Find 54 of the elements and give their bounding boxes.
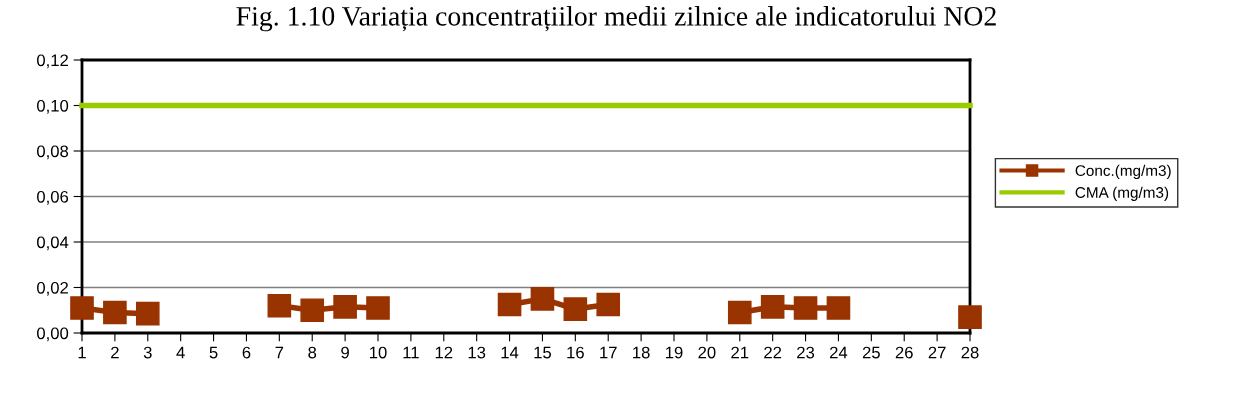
x-tick-label: 12 [435, 346, 453, 359]
point [530, 287, 555, 311]
y-tick-label: 0,12 [37, 54, 68, 69]
x-tick-label: 20 [698, 346, 716, 359]
legend-label: CMA (mg/m3) [1075, 186, 1169, 201]
x-tick-label: 18 [633, 346, 650, 359]
x-tick-label: 27 [928, 346, 946, 359]
x-tick-label: 17 [600, 346, 617, 359]
x-tick-label: 11 [403, 346, 419, 359]
x-tick-label: 19 [666, 346, 683, 359]
point [103, 300, 127, 325]
x-tick-label: 8 [308, 346, 317, 359]
y-tick-label: 0,10 [37, 99, 69, 114]
point [497, 292, 522, 317]
x-tick-label: 5 [209, 346, 218, 359]
x-tick-label: 3 [143, 346, 152, 359]
point [760, 295, 785, 319]
point [826, 296, 851, 320]
point [793, 296, 818, 320]
x-tick-label: 7 [275, 346, 284, 359]
x-tick-label: 10 [370, 346, 387, 359]
point [366, 296, 390, 320]
point [333, 295, 357, 319]
y-tick-label: 0,00 [37, 327, 69, 342]
x-tick-label: 28 [961, 346, 979, 359]
x-tick-label: 22 [764, 346, 782, 359]
point [135, 301, 160, 326]
x-tick-label: 6 [242, 346, 251, 359]
x-tick-label: 2 [111, 346, 119, 359]
point [300, 298, 325, 323]
x-tick-label: 13 [468, 346, 486, 359]
x-tick-label: 1 [78, 346, 86, 359]
x-tick-label: 4 [176, 346, 185, 359]
point [267, 293, 292, 318]
point [958, 305, 982, 329]
x-tick-label: 9 [341, 346, 349, 359]
legend-label: Conc.(mg/m3) [1075, 164, 1171, 180]
y-tick-label: 0,08 [37, 145, 69, 160]
x-tick-label: 14 [501, 346, 519, 359]
point [727, 300, 752, 325]
x-tick-label: 15 [534, 346, 552, 359]
x-tick-label: 23 [797, 346, 815, 359]
x-tick-label: 25 [862, 346, 880, 359]
point [70, 296, 94, 320]
chart-title: Fig. 1.10 Variația concentrațiilor medii zilnice ale indicatorului NO2 [236, 6, 996, 32]
x-tick-label: 16 [567, 346, 584, 359]
x-tick-label: 21 [731, 346, 749, 359]
point [563, 297, 588, 321]
y-tick-label: 0,06 [37, 190, 69, 205]
y-tick-label: 0,04 [37, 236, 69, 251]
point [596, 292, 621, 317]
x-tick-label: 26 [895, 346, 913, 359]
x-tick-label: 24 [830, 346, 848, 359]
y-tick-label: 0,02 [37, 281, 68, 296]
